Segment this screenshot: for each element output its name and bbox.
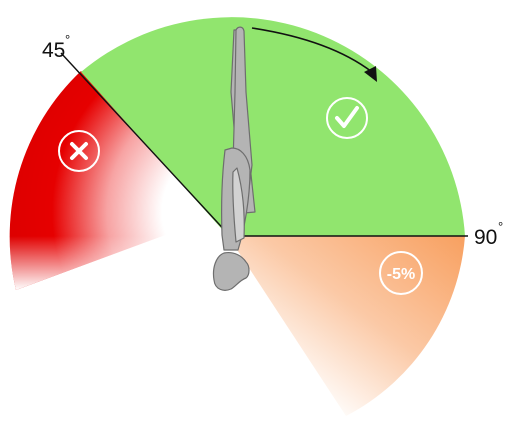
boundary-line-45 <box>60 52 231 237</box>
penalty-zone <box>228 236 465 416</box>
x-icon <box>58 130 100 172</box>
rotation-arrow <box>251 27 373 73</box>
invalid-zone-fade <box>9 71 228 290</box>
penalty-badge: -5% <box>379 251 423 295</box>
label-45-degree: ° <box>65 32 70 47</box>
label-45: 45 <box>42 39 65 62</box>
rotation-arrow-head <box>364 66 377 82</box>
diver-figure <box>212 26 256 291</box>
checkmark-icon <box>326 97 368 139</box>
penalty-text: -5% <box>387 266 415 283</box>
label-90: 90 <box>474 226 497 249</box>
label-90-degree: ° <box>498 219 503 234</box>
